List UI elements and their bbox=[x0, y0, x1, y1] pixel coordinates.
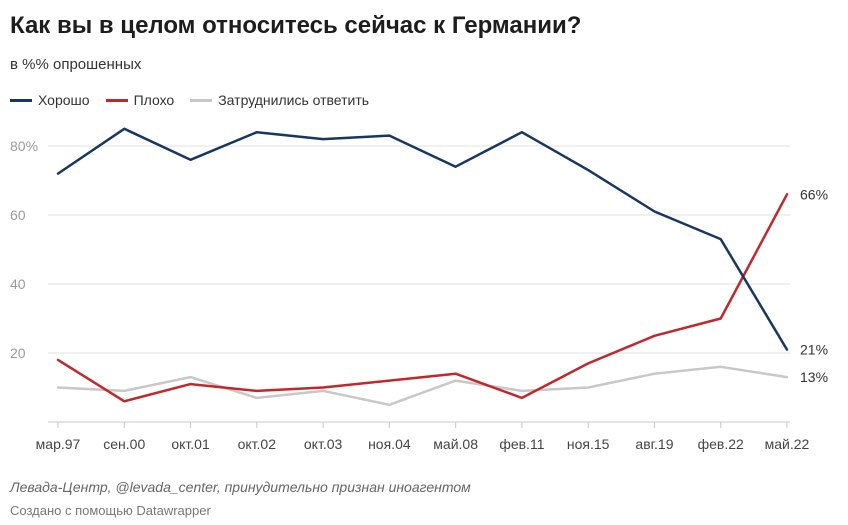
series-line bbox=[56, 365, 789, 407]
end-value-label: 13% bbox=[800, 369, 828, 385]
end-value-label: 21% bbox=[800, 342, 828, 358]
legend: Хорошо Плохо Затруднились ответить bbox=[10, 92, 369, 108]
x-tick-label: май.08 bbox=[433, 436, 478, 452]
legend-item-undecided: Затруднились ответить bbox=[190, 92, 369, 108]
legend-label-bad: Плохо bbox=[133, 92, 175, 108]
y-tick-label: 80% bbox=[10, 138, 38, 154]
series-line bbox=[56, 127, 789, 351]
source-note: Левада-Центр, @levada_center, принудител… bbox=[10, 479, 471, 495]
y-tick-label: 60 bbox=[10, 207, 26, 223]
x-tick-label: авг.19 bbox=[635, 436, 673, 452]
x-tick-label: ноя.04 bbox=[368, 436, 411, 452]
x-tick-label: фев.11 bbox=[499, 436, 544, 452]
x-tick-label: окт.01 bbox=[171, 436, 210, 452]
legend-item-bad: Плохо bbox=[105, 92, 175, 108]
legend-label-undecided: Затруднились ответить bbox=[218, 92, 370, 108]
x-tick-label: ноя.15 bbox=[567, 436, 610, 452]
x-tick-label: сен.00 bbox=[103, 436, 145, 452]
y-tick-label: 40 bbox=[10, 276, 26, 292]
line-chart: 80% 60 40 20 мар.97 сен.00 окт.01 окт.02 окт.03 н… bbox=[10, 127, 828, 452]
x-tick-label: май.22 bbox=[765, 436, 810, 452]
y-tick-label: 20 bbox=[10, 345, 26, 361]
credit-note: Создано с помощью Datawrapper bbox=[10, 503, 211, 518]
legend-swatch-undecided bbox=[190, 98, 213, 102]
legend-label-good: Хорошо bbox=[38, 92, 90, 108]
x-tick-label: фев.22 bbox=[698, 436, 744, 452]
chart-subtitle: в %% опрошенных bbox=[10, 56, 142, 73]
legend-swatch-bad bbox=[105, 98, 128, 102]
x-tick-label: окт.03 bbox=[304, 436, 343, 452]
legend-item-good: Хорошо bbox=[10, 92, 90, 108]
series-line bbox=[56, 193, 789, 403]
x-tick-label: окт.02 bbox=[238, 436, 277, 452]
legend-swatch-good bbox=[10, 98, 32, 102]
end-value-label: 66% bbox=[800, 186, 828, 202]
x-tick-label: мар.97 bbox=[36, 436, 81, 452]
chart-title: Как вы в целом относитесь сейчас к Герма… bbox=[10, 12, 582, 39]
